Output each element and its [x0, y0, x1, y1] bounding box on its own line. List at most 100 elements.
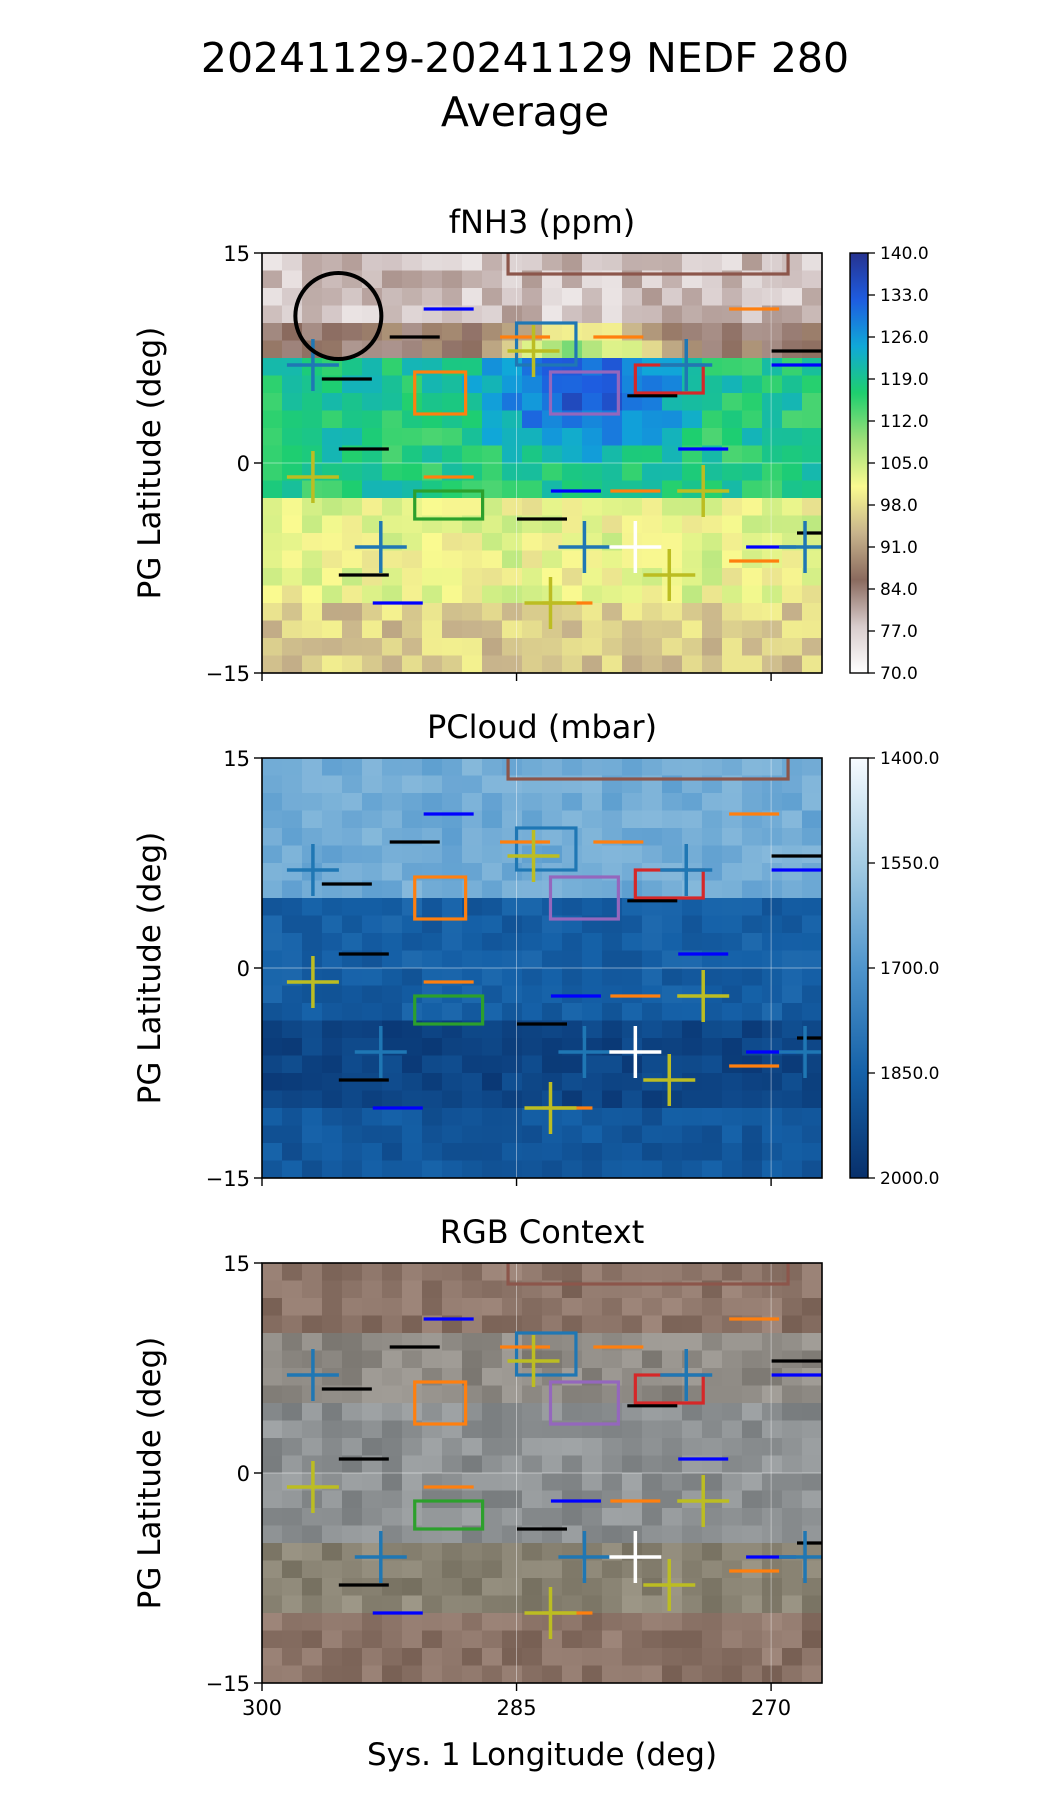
colorbar-tick-label: 105.0 [880, 454, 929, 474]
heatmap-cell [562, 1125, 583, 1144]
heatmap-cell [302, 393, 323, 412]
heatmap-cell [282, 933, 303, 952]
heatmap-cell [502, 1143, 523, 1162]
heatmap-cell [802, 1560, 822, 1579]
feature-box [506, 758, 790, 781]
heatmap-cell [262, 828, 283, 847]
heatmap-cell [782, 1455, 803, 1474]
heatmap-cell [462, 1508, 483, 1527]
heatmap-cell [262, 845, 283, 864]
heatmap-cell [362, 1073, 383, 1092]
heatmap-cell [602, 585, 623, 604]
heatmap-cell [282, 1350, 303, 1369]
heatmap-cell [742, 1143, 763, 1162]
heatmap-cell [662, 1473, 683, 1492]
heatmap-cell [702, 1020, 723, 1039]
heatmap-cell [642, 828, 663, 847]
heatmap-cell [362, 1420, 383, 1439]
heatmap-cell [542, 950, 563, 969]
heatmap-cell [782, 620, 803, 639]
heatmap-cell [362, 1263, 383, 1282]
heatmap-cell [262, 1595, 283, 1614]
heatmap-cell [742, 845, 763, 864]
heatmap-cell [402, 1108, 423, 1127]
heatmap-cell [522, 305, 543, 324]
heatmap-cell [682, 1543, 703, 1562]
heatmap-cell [282, 1385, 303, 1404]
heatmap-cell [742, 793, 763, 812]
heatmap-cell [502, 585, 523, 604]
heatmap-cell [262, 428, 283, 447]
heatmap-cell [422, 1108, 443, 1127]
heatmap-cell [622, 550, 643, 569]
heatmap-cell [762, 1073, 783, 1092]
heatmap-cell [362, 463, 383, 482]
heatmap-cell [402, 1508, 423, 1527]
heatmap-cell [522, 1578, 543, 1597]
heatmap-cell [502, 1455, 523, 1474]
heatmap-cell [442, 620, 463, 639]
heatmap-cell [642, 550, 663, 569]
heatmap-cell [562, 393, 583, 412]
heatmap-cell [482, 1350, 503, 1369]
colorbar-tick-label: 112.0 [880, 412, 929, 432]
heatmap-cell [682, 533, 703, 552]
heatmap-cell [742, 898, 763, 917]
heatmap-cell [482, 898, 503, 917]
heatmap-cell [722, 933, 743, 952]
heatmap-cell [682, 410, 703, 429]
heatmap-cell [342, 1630, 363, 1649]
heatmap-cell [662, 1003, 683, 1022]
heatmap-cell [342, 1595, 363, 1614]
feature-box [413, 875, 468, 921]
heatmap-cell [382, 1438, 403, 1457]
heatmap-cell [502, 358, 523, 377]
heatmap-cell [662, 863, 683, 882]
heatmap-cell [422, 1543, 443, 1562]
heatmap-cell [382, 898, 403, 917]
heatmap-cell [642, 253, 663, 272]
heatmap-cell [262, 1525, 283, 1544]
heatmap-cell [782, 463, 803, 482]
y-tick-label: 0 [237, 1462, 250, 1486]
heatmap-cell [522, 1473, 543, 1492]
heatmap-cell [442, 1438, 463, 1457]
heatmap-cell [522, 1508, 543, 1527]
heatmap-cell [322, 585, 343, 604]
heatmap-cell [562, 1613, 583, 1632]
heatmap-cell [722, 1648, 743, 1667]
heatmap-cell [802, 758, 822, 777]
heatmap-cell [622, 915, 643, 934]
heatmap-cell [582, 1403, 603, 1422]
heatmap-cell [302, 1108, 323, 1127]
heatmap-cell [442, 828, 463, 847]
heatmap-cell [662, 410, 683, 429]
heatmap-cell [362, 915, 383, 934]
heatmap-cell [662, 1543, 683, 1562]
heatmap-cell [702, 288, 723, 307]
heatmap-cell [762, 445, 783, 464]
heatmap-cell [762, 480, 783, 499]
heatmap-cell [322, 793, 343, 812]
heatmap-cell [262, 305, 283, 324]
heatmap-cell [362, 1613, 383, 1632]
heatmap-cell [342, 498, 363, 517]
heatmap-cell [502, 1073, 523, 1092]
heatmap-cell [802, 1298, 822, 1317]
heatmap-cell [502, 880, 523, 899]
heatmap-cell [642, 603, 663, 622]
heatmap-cell [722, 1385, 743, 1404]
heatmap-cell [802, 810, 822, 829]
heatmap-cell [482, 323, 503, 342]
heatmap-cell [482, 463, 503, 482]
heatmap-cell [462, 1003, 483, 1022]
heatmap-cell [562, 1020, 583, 1039]
heatmap-cell [622, 1263, 643, 1282]
heatmap-cell [262, 358, 283, 377]
heatmap-cell [422, 393, 443, 412]
heatmap-cell [702, 1595, 723, 1614]
heatmap-cell [462, 828, 483, 847]
heatmap-cell [802, 410, 822, 429]
heatmap-cell [482, 1630, 503, 1649]
heatmap-cell [722, 288, 743, 307]
